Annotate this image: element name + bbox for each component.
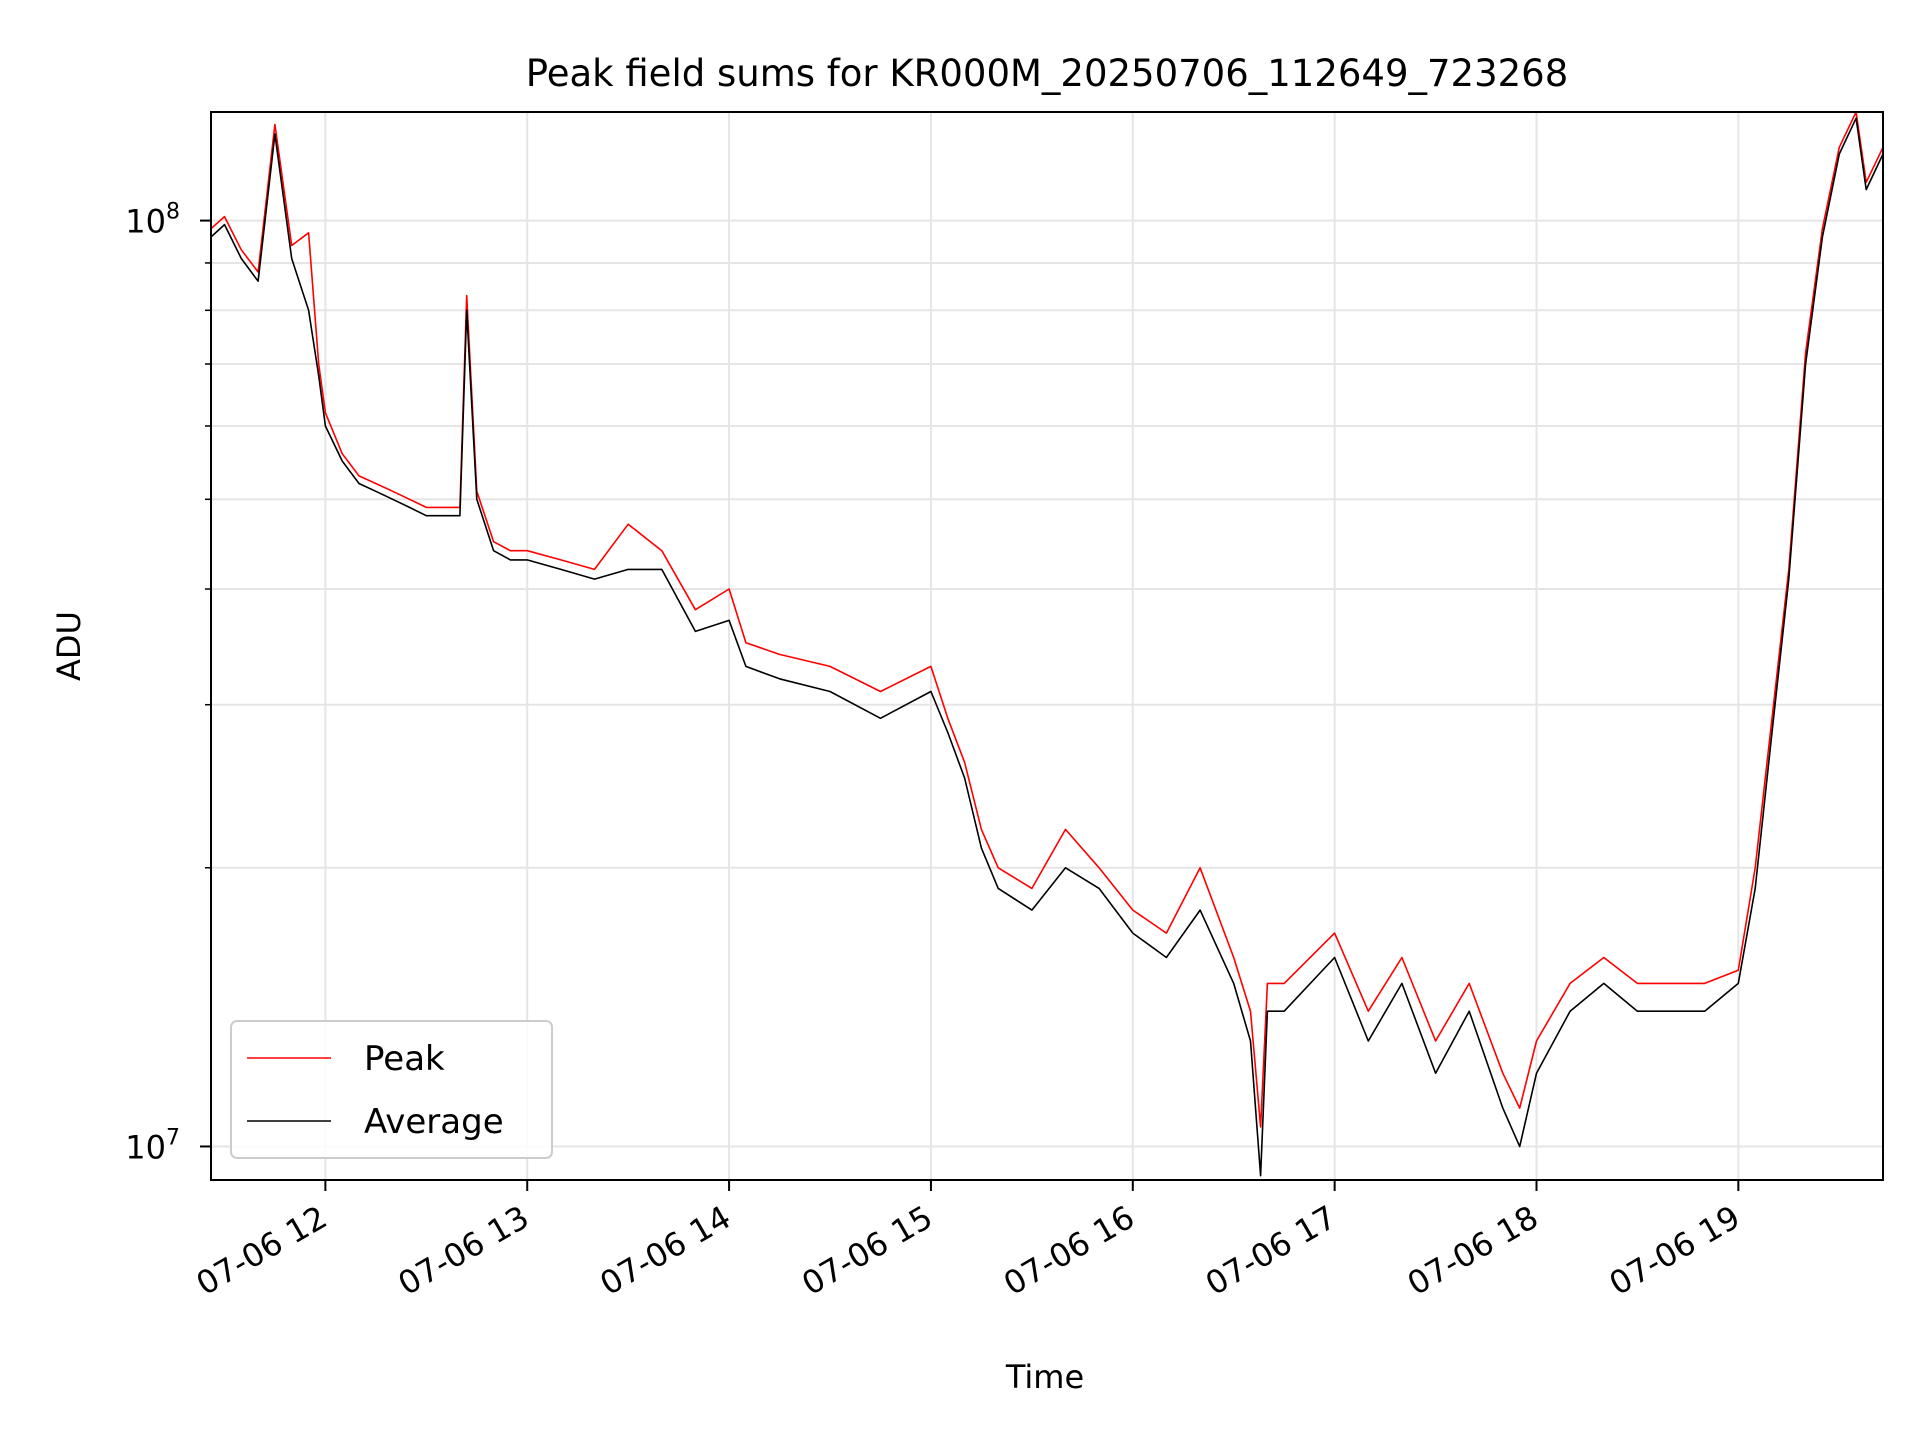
series-layer: [210, 111, 1884, 1177]
plot-frame: [210, 111, 1884, 1181]
x-axis-label: Time: [1005, 1358, 1084, 1396]
legend-label-peak: Peak: [364, 1039, 445, 1079]
y-axis: 107 108: [125, 200, 211, 1166]
legend: Peak Average: [230, 1020, 553, 1159]
series-line-peak: [210, 111, 1884, 1128]
y-tick-label: 107: [125, 1125, 180, 1166]
legend-label-average: Average: [364, 1102, 504, 1142]
series-line-average: [210, 117, 1884, 1177]
y-axis-label: ADU: [50, 611, 88, 681]
legend-box: [230, 1020, 553, 1159]
chart-title: Peak field sums for KR000M_20250706_1126…: [526, 52, 1569, 95]
y-tick-label: 108: [125, 200, 180, 241]
